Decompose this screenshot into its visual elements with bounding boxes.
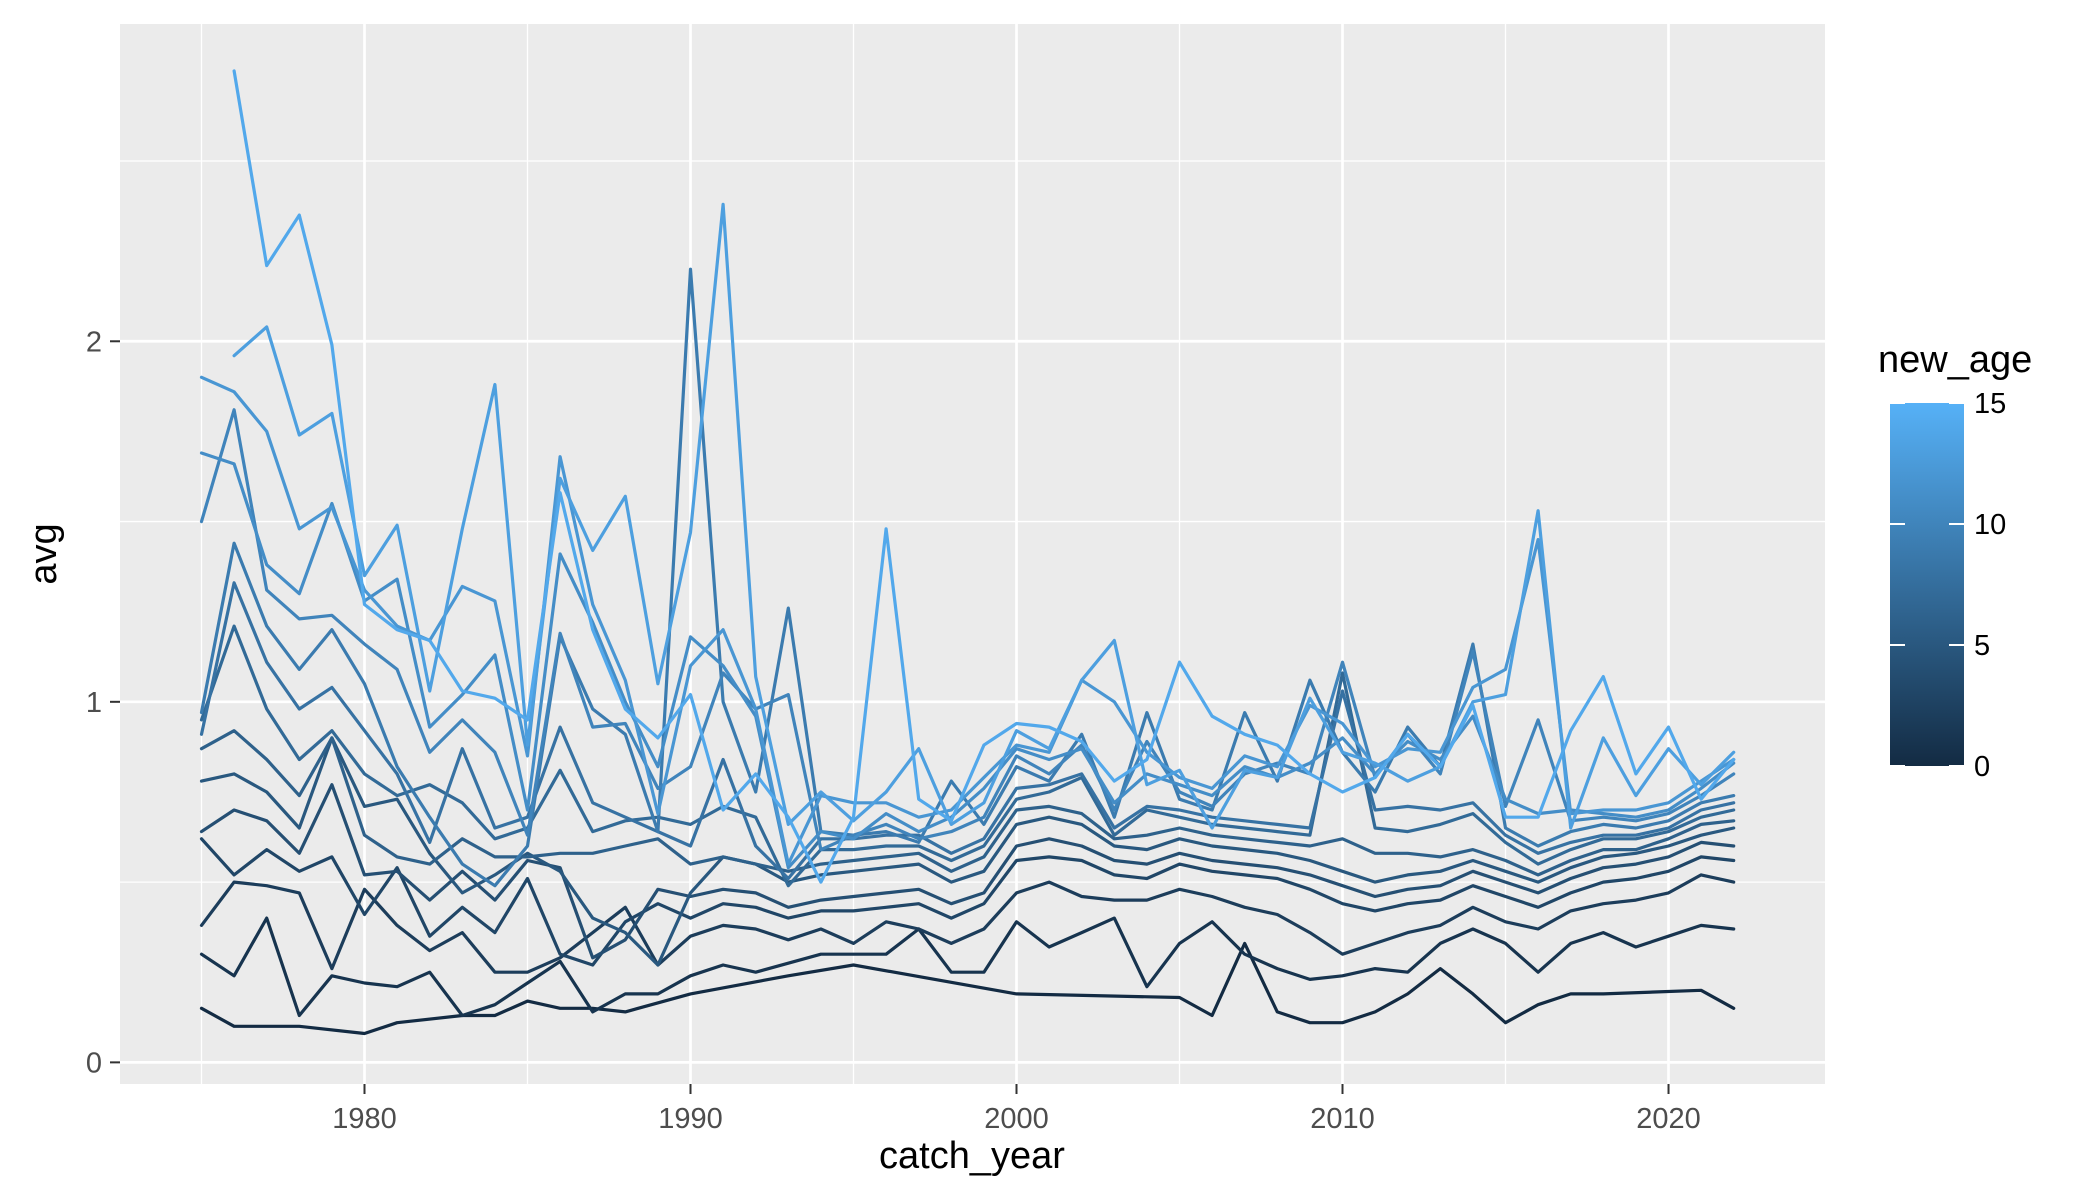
x-axis-title: catch_year — [879, 1135, 1065, 1177]
series-line-age-2 — [199, 873, 1736, 974]
x-tick-label: 2010 — [1310, 1103, 1375, 1135]
legend-title: new_age — [1878, 339, 2032, 381]
legend: new_age 0 5 10 15 — [1878, 339, 2032, 783]
y-tick-label: 2 — [86, 326, 102, 358]
series-line-age-3 — [199, 837, 1736, 967]
y-axis-ticks: 0 1 2 — [86, 326, 120, 1079]
series-line-age-11 — [199, 451, 1736, 870]
series-line-age-7 — [199, 624, 1736, 888]
y-tick-label: 0 — [86, 1047, 102, 1079]
x-axis-ticks: 1980 1990 2000 2010 2020 — [332, 1084, 1701, 1135]
series-line-age-5 — [199, 736, 1736, 967]
x-tick-label: 1990 — [658, 1103, 723, 1135]
series-line-age-8 — [199, 581, 1736, 881]
major-gridlines — [120, 24, 1825, 1084]
series-line-age-12 — [199, 375, 1736, 866]
x-tick-label: 2000 — [984, 1103, 1049, 1135]
series-line-age-10 — [199, 408, 1736, 852]
x-tick-label: 2020 — [1636, 1103, 1701, 1135]
series-line-age-14 — [232, 69, 1736, 884]
legend-ticks: 0 5 10 15 — [1890, 388, 2006, 783]
legend-tick-label: 5 — [1974, 630, 1990, 662]
legend-tick-label: 0 — [1974, 751, 1990, 783]
series-lines — [199, 69, 1736, 1036]
plot-panel — [120, 24, 1825, 1084]
y-axis-title: avg — [23, 523, 65, 584]
series-line-age-13 — [232, 202, 1736, 830]
legend-tick-label: 15 — [1974, 388, 2006, 420]
legend-colorbar — [1890, 403, 1964, 766]
series-line-age-1 — [199, 916, 1736, 1018]
y-tick-label: 1 — [86, 687, 102, 719]
series-line-age-6 — [199, 729, 1736, 877]
legend-tick-label: 10 — [1974, 509, 2006, 541]
x-tick-label: 1980 — [332, 1103, 397, 1135]
series-line-age-4 — [199, 783, 1736, 960]
